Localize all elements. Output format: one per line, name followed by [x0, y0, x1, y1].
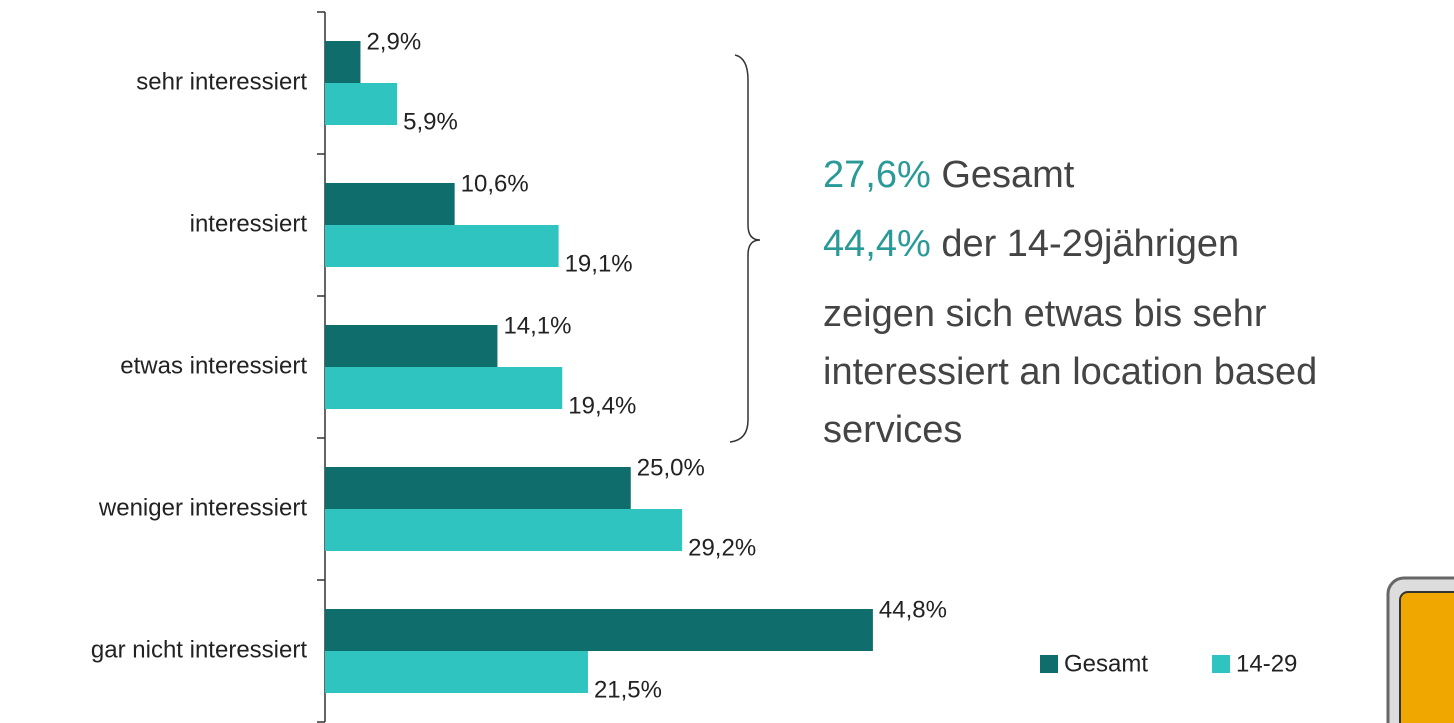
y-tick-label: gar nicht interessiert — [91, 636, 307, 663]
legend-swatch — [1040, 655, 1058, 673]
annotation-highlight: 27,6% — [823, 154, 931, 196]
bar — [325, 83, 398, 125]
y-tick-label: sehr interessiert — [136, 68, 307, 95]
annotation: services — [823, 409, 962, 451]
legend-swatch — [1212, 655, 1230, 673]
bar — [325, 651, 588, 693]
bar — [325, 609, 873, 651]
bar — [325, 509, 683, 551]
legend-label: Gesamt — [1064, 650, 1148, 677]
value-label: 10,6% — [461, 170, 529, 197]
annotation-text: interessiert an location based — [823, 351, 1317, 393]
bar — [325, 41, 361, 83]
bar — [325, 467, 631, 509]
annotation: interessiert an location based — [823, 351, 1317, 393]
annotation-text: Gesamt — [941, 154, 1074, 196]
annotation-text: zeigen sich etwas bis sehr — [823, 293, 1267, 335]
brace — [729, 54, 761, 443]
annotation: 27,6% Gesamt — [823, 154, 1075, 196]
value-label: 29,2% — [688, 534, 756, 561]
annotation: zeigen sich etwas bis sehr — [823, 293, 1267, 335]
annotation: 44,4% der 14-29jährigen — [823, 223, 1239, 265]
annotation-text: der 14-29jährigen — [941, 223, 1239, 265]
value-label: 19,4% — [568, 392, 636, 419]
bar — [325, 183, 455, 225]
sign-icon — [1386, 576, 1454, 723]
value-label: 44,8% — [879, 596, 947, 623]
y-tick-label: interessiert — [190, 210, 308, 237]
y-tick-label: etwas interessiert — [120, 352, 307, 379]
legend-label: 14-29 — [1236, 650, 1297, 677]
annotation-highlight: 44,4% — [823, 223, 931, 265]
value-label: 14,1% — [503, 312, 571, 339]
value-label: 19,1% — [565, 250, 633, 277]
y-tick-label: weniger interessiert — [98, 494, 307, 521]
annotation-text: services — [823, 409, 962, 451]
bar — [325, 325, 498, 367]
value-label: 25,0% — [637, 454, 705, 481]
value-label: 2,9% — [366, 28, 421, 55]
bar — [325, 225, 559, 267]
bar — [325, 367, 563, 409]
value-label: 5,9% — [403, 108, 458, 135]
value-label: 21,5% — [594, 676, 662, 703]
